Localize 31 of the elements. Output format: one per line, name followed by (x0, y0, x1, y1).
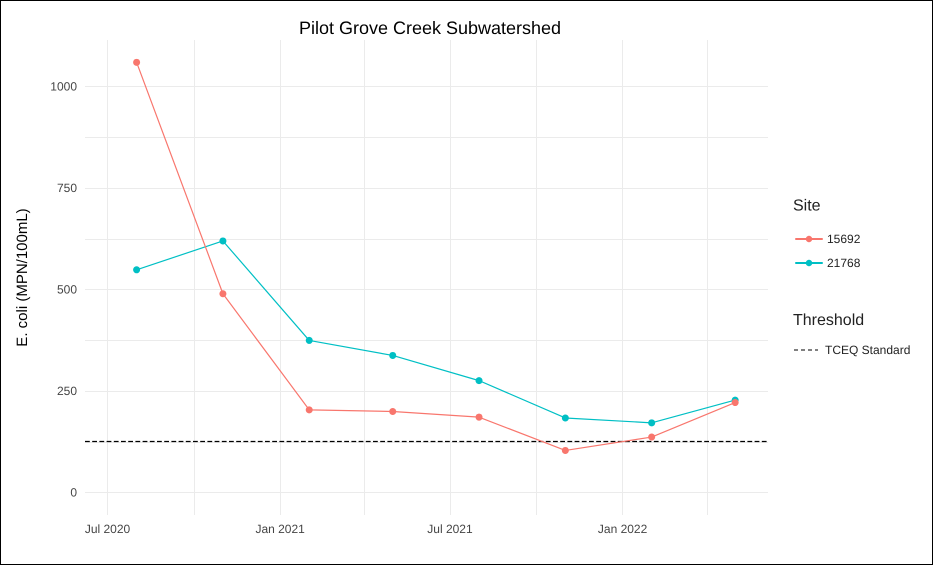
y-tick-label: 500 (56, 282, 78, 297)
point (219, 290, 226, 298)
point (476, 414, 483, 421)
point (306, 406, 313, 414)
point (476, 377, 483, 384)
x-tick-label: Jul 2021 (427, 522, 473, 536)
point (648, 419, 656, 426)
point (732, 399, 739, 406)
point (389, 408, 396, 415)
y-tick-label: 0 (70, 486, 78, 500)
point (219, 237, 226, 244)
point (648, 434, 656, 441)
x-tick-label: Jan 2021 (255, 522, 306, 536)
y-axis-title: E. coli (MPN/100mL) (14, 208, 31, 347)
text: Threshold (793, 312, 864, 330)
legend-label: TCEQ Standard (825, 343, 910, 357)
y-tick-label: 1000 (50, 80, 78, 94)
legend-label: 15692 (827, 232, 861, 246)
y-tick-label: 750 (56, 181, 78, 196)
chart-title: Pilot Grove Creek Subwatershed (298, 18, 562, 38)
legend-label: 21768 (827, 256, 861, 270)
point (562, 414, 569, 422)
x-tick-label: Jan 2022 (598, 522, 648, 536)
point (389, 352, 396, 359)
point (306, 336, 313, 344)
y-tick-label: 250 (56, 384, 78, 398)
point (562, 446, 569, 454)
legend-title: Site (793, 198, 821, 214)
point (133, 266, 140, 274)
point (133, 58, 140, 66)
x-tick-label: Jul 2020 (84, 522, 131, 536)
